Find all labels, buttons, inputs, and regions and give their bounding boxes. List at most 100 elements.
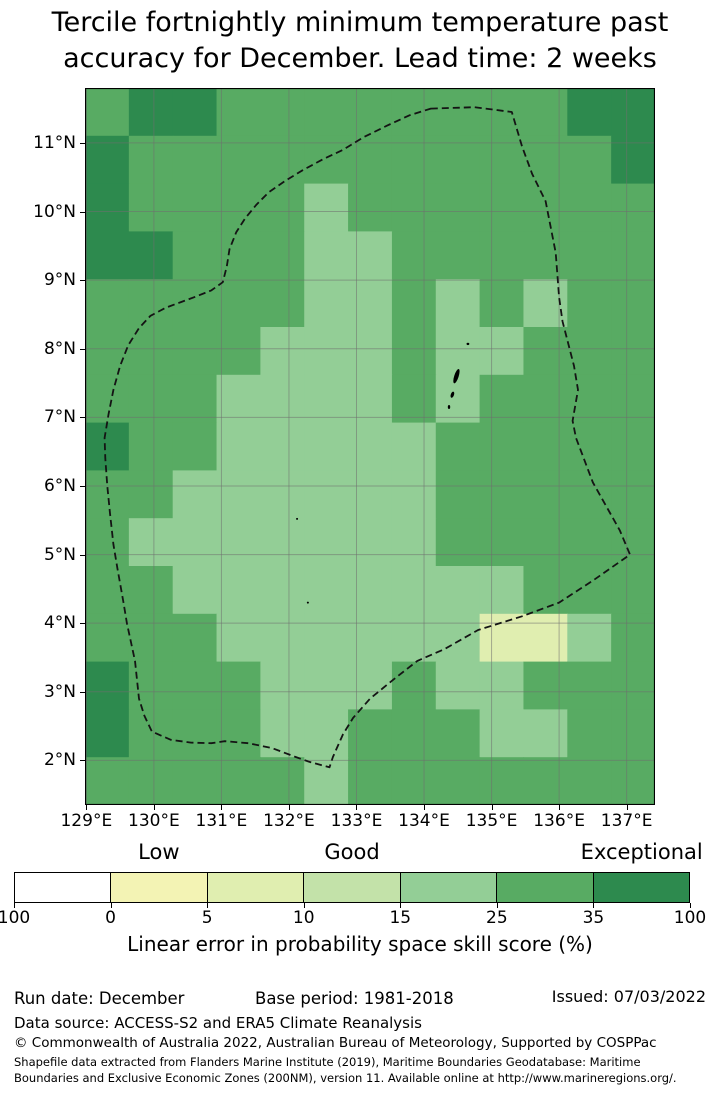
heatmap-cell <box>304 470 349 519</box>
heatmap-cell <box>435 183 481 232</box>
island-marker <box>296 517 299 520</box>
heatmap-cell <box>128 327 174 376</box>
heatmap-cell <box>260 470 305 519</box>
x-axis-tick-label: 136°E <box>533 811 585 831</box>
heatmap-cell <box>523 327 568 376</box>
heatmap-cell <box>479 231 525 280</box>
copyright-label: © Commonwealth of Australia 2022, Austra… <box>14 1035 657 1051</box>
heatmap-cell <box>567 613 612 663</box>
heatmap-cell <box>611 709 655 758</box>
heatmap-cell <box>435 470 481 519</box>
heatmap-cell <box>348 327 393 376</box>
heatmap-cell <box>391 709 437 758</box>
y-axis-tick-mark <box>80 142 85 144</box>
heatmap-cell <box>128 757 174 805</box>
colorbar-tick-label: 100 <box>0 908 31 928</box>
x-axis-tick-mark <box>424 805 426 810</box>
heatmap-cell <box>304 566 349 615</box>
heatmap-cell <box>611 231 655 280</box>
colorbar-segment <box>15 873 111 902</box>
heatmap-cell <box>611 518 655 567</box>
x-axis-tick-label: 137°E <box>600 811 653 831</box>
heatmap-cell <box>479 183 525 232</box>
heatmap-cell <box>172 327 218 376</box>
issued-date-label: Issued: 07/03/2022 <box>551 987 706 1006</box>
colorbar-tick-mark <box>110 903 112 908</box>
island-marker <box>453 369 460 384</box>
island-marker <box>450 391 455 398</box>
heatmap-cell <box>304 757 349 805</box>
data-source-label: Data source: ACCESS-S2 and ERA5 Climate … <box>14 1014 422 1032</box>
heatmap-cell <box>435 231 481 280</box>
heatmap-cell <box>435 327 481 376</box>
eez-boundary-line <box>103 106 631 769</box>
heatmap-cell <box>85 374 130 424</box>
heatmap-cell <box>304 518 349 567</box>
heatmap-cell <box>260 327 305 376</box>
heatmap-cell <box>85 279 130 328</box>
x-axis-tick-label: 133°E <box>330 811 383 831</box>
heatmap-cell <box>304 661 349 710</box>
heatmap-cell <box>435 279 481 328</box>
heatmap-cell <box>304 613 349 663</box>
x-axis-tick-mark <box>153 805 155 810</box>
heatmap-cell <box>172 135 218 185</box>
heatmap-cell <box>611 279 655 328</box>
heatmap-cell <box>348 422 393 471</box>
heatmap-cell <box>260 709 305 758</box>
heatmap-cell <box>435 88 481 137</box>
heatmap-cell <box>479 566 525 615</box>
heatmap-cell <box>216 470 261 519</box>
heatmap-cell <box>128 518 174 567</box>
heatmap-cell <box>216 183 261 232</box>
heatmap-cell <box>391 327 437 376</box>
colorbar-tick-label: 10 <box>292 908 315 928</box>
heatmap-cell <box>523 374 568 424</box>
heatmap-cell <box>611 422 655 471</box>
heatmap-cell <box>479 518 525 567</box>
heatmap-cell <box>172 757 218 805</box>
heatmap-cell <box>85 135 130 185</box>
base-period-label: Base period: 1981-2018 <box>255 989 454 1008</box>
heatmap-cell <box>128 661 174 710</box>
heatmap-cell <box>567 709 612 758</box>
colorbar-category-label-good: Good <box>324 840 380 864</box>
heatmap-cell <box>523 757 568 805</box>
skill-score-heatmap <box>85 88 655 805</box>
heatmap-cell <box>260 279 305 328</box>
colorbar-segment <box>399 873 497 902</box>
heatmap-cell <box>435 518 481 567</box>
y-axis-tick-label: 2°N <box>43 750 76 771</box>
heatmap-cell <box>523 231 568 280</box>
colorbar-category-label-low: Low <box>138 840 180 864</box>
heatmap-cell <box>260 135 305 185</box>
heatmap-cell <box>85 613 130 663</box>
heatmap-cell <box>479 613 525 663</box>
heatmap-cell <box>523 566 568 615</box>
heatmap-cell <box>611 183 655 232</box>
heatmap-cell <box>260 231 305 280</box>
colorbar-tick-label: 0 <box>105 908 116 928</box>
island-marker <box>466 342 470 346</box>
heatmap-cell <box>260 661 305 710</box>
island-marker <box>447 405 451 410</box>
heatmap-cell <box>435 661 481 710</box>
heatmap-cell <box>128 613 174 663</box>
heatmap-cell <box>216 709 261 758</box>
heatmap-cell <box>128 231 174 280</box>
heatmap-cell <box>172 88 218 137</box>
heatmap-cell <box>479 709 525 758</box>
x-axis-tick-label: 134°E <box>398 811 450 831</box>
heatmap-cell <box>611 327 655 376</box>
heatmap-cell <box>216 613 261 663</box>
heatmap-cell <box>435 374 481 424</box>
heatmap-cell <box>128 183 174 232</box>
heatmap-cell <box>567 231 612 280</box>
heatmap-cell <box>172 374 218 424</box>
x-axis-tick-mark <box>356 805 358 810</box>
x-axis-tick-label: 131°E <box>195 811 248 831</box>
heatmap-cell <box>260 183 305 232</box>
y-axis-tick-mark <box>80 691 85 693</box>
colorbar-segment <box>206 873 304 902</box>
x-axis-tick-mark <box>288 805 290 810</box>
